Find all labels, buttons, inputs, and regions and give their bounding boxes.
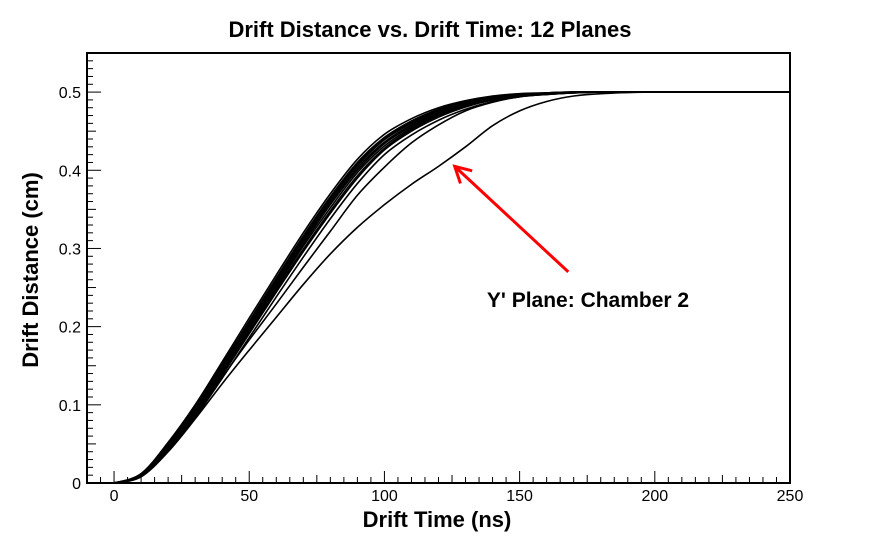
annotation-arrow-shaft: [453, 165, 570, 274]
y-tick-label: 0.1: [59, 398, 81, 415]
y-tick-label: 0.5: [59, 85, 81, 102]
series-lines: [113, 91, 791, 484]
y-axis-ticks: 0 0.1 0.2 0.3 0.4 0.5: [59, 52, 101, 493]
x-tick-label: 150: [506, 488, 533, 505]
x-tick-label: 0: [110, 488, 119, 505]
annotation-layer: Y' Plane: Chamber 2: [452, 164, 689, 312]
x-tick-label: 250: [777, 488, 804, 505]
annotation-arrow-head: [452, 164, 473, 184]
x-tick-label: 200: [641, 488, 668, 505]
x-axis-title: Drift Time (ns): [363, 507, 512, 532]
series-line: [113, 91, 790, 484]
series-line: [113, 91, 791, 484]
x-axis-ticks: 0 50 100 150 200 250: [86, 471, 804, 505]
y-tick-label: 0.3: [59, 241, 81, 258]
y-tick-label: 0: [72, 476, 81, 493]
y-axis-title: Drift Distance (cm): [18, 172, 43, 368]
x-tick-label: 50: [240, 488, 258, 505]
annotation-label: Y' Plane: Chamber 2: [487, 289, 689, 312]
y-tick-label: 0.4: [59, 163, 81, 180]
chart-title: Drift Distance vs. Drift Time: 12 Planes: [228, 17, 631, 42]
x-tick-label: 100: [371, 488, 398, 505]
y-tick-label: 0.2: [59, 320, 81, 337]
